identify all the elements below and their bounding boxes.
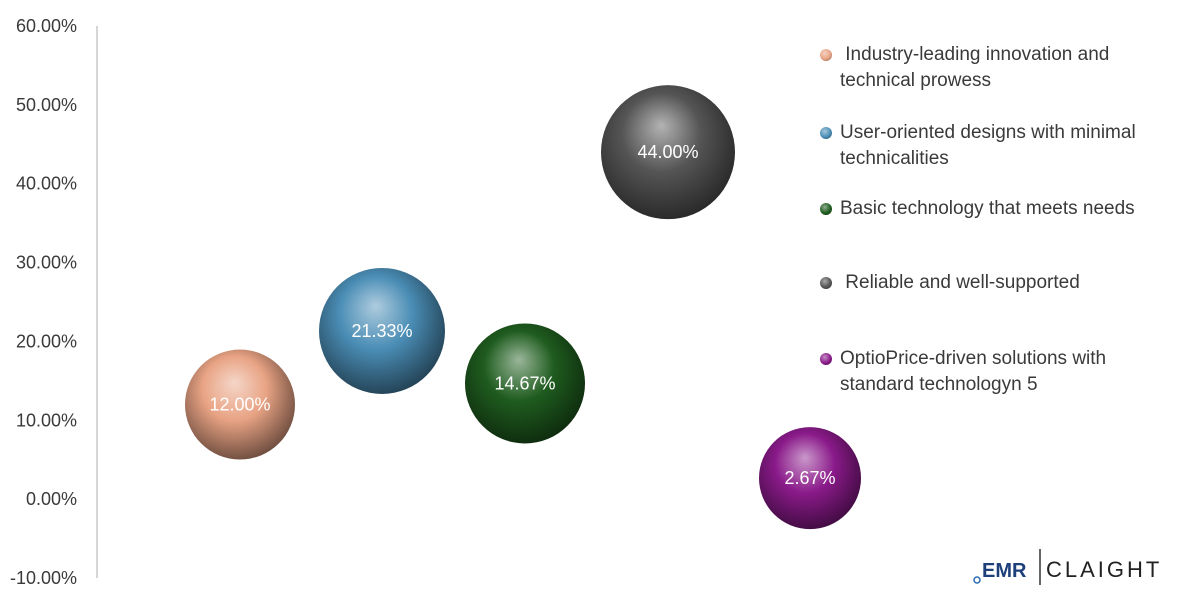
legend-label: Reliable and well-supported (840, 272, 1080, 293)
bubble-data-label: 2.67% (784, 468, 835, 488)
bubble-2 (319, 267, 445, 394)
y-tick-label: 20.00% (16, 331, 77, 351)
y-tick-label: 60.00% (16, 16, 77, 36)
legend-item: User-oriented designs with minimal techn… (820, 120, 1170, 172)
legend-marker-icon (820, 49, 832, 61)
bubbles: 12.00% 21.33% 14.67% 44.00% 2.67% (185, 85, 861, 530)
legend-item: Reliable and well-supported (820, 270, 1080, 296)
y-tick-label: 0.00% (26, 489, 77, 509)
y-tick-label: -10.00% (10, 568, 77, 588)
bubble-data-label: 21.33% (351, 321, 412, 341)
logo-right-text: CLAIGHT (1046, 557, 1162, 582)
bubble-5 (759, 427, 861, 530)
legend-label: Industry-leading innovation and technica… (840, 44, 1115, 91)
legend-item: OptioPrice-driven solutions with standar… (820, 346, 1170, 398)
bubble-data-label: 14.67% (494, 373, 555, 393)
bubble-1 (185, 349, 295, 460)
logo-left-text: EMR (982, 560, 1027, 582)
legend-item: Industry-leading innovation and technica… (820, 42, 1170, 94)
legend-label: OptioPrice-driven solutions with standar… (840, 348, 1112, 395)
legend-label: Basic technology that meets needs (840, 198, 1135, 219)
bubble-3 (465, 323, 585, 444)
y-axis-ticks: 60.00% 50.00% 40.00% 30.00% 20.00% 10.00% 0.00… (10, 16, 77, 588)
y-tick-label: 30.00% (16, 253, 77, 273)
y-tick-label: 10.00% (16, 410, 77, 430)
bubble-data-label: 12.00% (209, 395, 270, 415)
legend-marker-icon (820, 277, 832, 289)
legend-marker-icon (820, 127, 832, 139)
y-tick-label: 40.00% (16, 174, 77, 194)
legend-item: Basic technology that meets needs (820, 196, 1135, 222)
y-tick-label: 50.00% (16, 95, 77, 115)
logo-dot-icon (973, 576, 981, 584)
legend-label: User-oriented designs with minimal techn… (840, 122, 1141, 169)
bubble-4 (601, 85, 735, 220)
bubble-data-label: 44.00% (637, 142, 698, 162)
brand-logo: EMR CLAIGHT (970, 545, 1170, 589)
legend-marker-icon (820, 353, 832, 365)
legend-marker-icon (820, 203, 832, 215)
